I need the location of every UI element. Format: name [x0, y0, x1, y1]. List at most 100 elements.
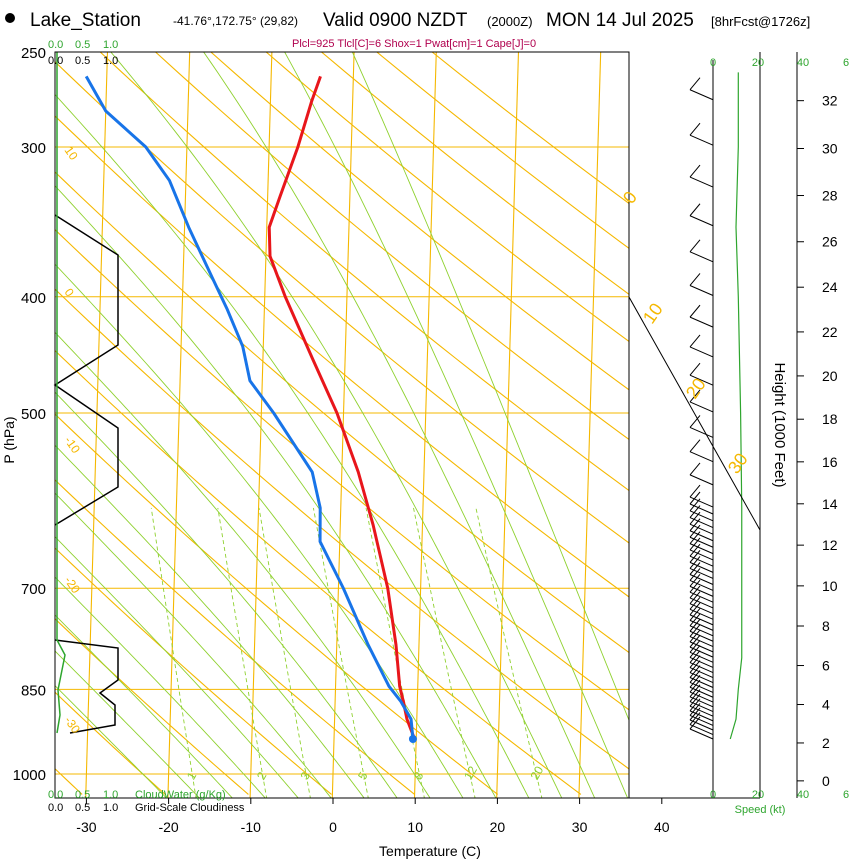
wind-tick-label: 0: [710, 789, 716, 801]
wind-barb-flag: [689, 634, 701, 648]
wind-barb: [689, 451, 714, 463]
height-tick-label: 8: [822, 618, 830, 634]
wind-tick-label: 20: [752, 789, 764, 801]
station-coords: -41.76°,172.75° (29,82): [173, 14, 299, 28]
wind-barb-flag: [689, 618, 701, 632]
wind-tick-label: 0: [710, 57, 716, 69]
wind-barb-flag: [689, 562, 701, 575]
dry-adiabat: [265, 52, 629, 343]
moist-adiabat: [55, 650, 201, 798]
pressure-tick-label: 1000: [13, 767, 46, 784]
isotherm-line: [331, 52, 355, 798]
cloud-water-profile: [56, 52, 66, 734]
height-tick-label: 4: [822, 697, 830, 713]
wind-barb-flag: [689, 574, 701, 587]
isotherm-line: [85, 52, 109, 798]
wind-barb: [689, 523, 714, 535]
wind-tick-label: 6: [843, 789, 849, 801]
wind-barb-flag: [689, 334, 701, 348]
moist-adiabat: [55, 93, 530, 798]
cloud-tick-label: 1.0: [103, 789, 118, 801]
wind-barb-flag: [689, 484, 701, 498]
height-tick-label: 20: [822, 368, 838, 384]
wind-barb-flag: [689, 362, 701, 376]
wind-barb-flag: [689, 613, 701, 627]
isotherm-line: [249, 52, 273, 798]
mixing-ratio-line: [217, 507, 268, 798]
wind-barb-flag: [689, 579, 701, 593]
wind-barb: [689, 496, 714, 508]
y-axis-label: P (hPa): [1, 416, 17, 463]
wind-tick-label: 20: [752, 57, 764, 69]
wind-tick-label: 40: [797, 789, 809, 801]
dry-adiabat-label: -30: [62, 714, 84, 737]
wind-barb-flag: [689, 550, 701, 563]
wind-barb-flag: [689, 543, 701, 557]
height-tick-label: 6: [822, 658, 830, 674]
height-tick-label: 18: [822, 411, 838, 427]
moist-adiabat: [351, 52, 629, 722]
wind-barb-flag: [689, 122, 701, 136]
moist-adiabat: [55, 331, 431, 798]
cloudiness-label: Grid-Scale Cloudiness: [135, 802, 245, 814]
x-tick-label: 0: [329, 819, 337, 835]
moist-adiabat: [55, 444, 365, 798]
wind-barb: [689, 603, 714, 615]
wind-barb-flag: [689, 537, 701, 551]
wind-barb: [689, 510, 714, 522]
wind-barb: [689, 549, 714, 561]
wind-barb: [689, 672, 714, 684]
wind-barb: [689, 543, 714, 555]
wind-barb: [689, 517, 714, 529]
header: Lake_Station -41.76°,172.75° (29,82) Val…: [0, 0, 850, 38]
wind-barb-flag: [689, 77, 701, 91]
frame-layer: [54, 51, 804, 804]
wind-barb: [689, 691, 714, 703]
cloud-tick-label: 0.0: [48, 789, 63, 801]
wind-barb-flag: [689, 304, 701, 318]
dry-adiabat: [55, 691, 166, 795]
wind-barb: [689, 724, 714, 735]
isotherm-line: [167, 52, 191, 798]
mixing-ratio-label: 12: [461, 763, 480, 782]
moist-adiabat: [203, 52, 596, 798]
grid-clip: [55, 31, 683, 800]
pressure-tick-label: 300: [21, 140, 46, 157]
wind-barb: [689, 374, 714, 386]
wind-barb-flag: [689, 239, 701, 253]
isotherm-line: [661, 31, 683, 800]
wind-barb: [689, 251, 714, 263]
wind-barb-flag: [689, 608, 701, 621]
x-tick-label: 30: [572, 819, 588, 835]
dry-adiabat: [55, 228, 629, 711]
dry-adiabat: [99, 52, 629, 492]
height-tick-label: 0: [822, 773, 830, 789]
cloud-tick-label: 0.5: [75, 39, 90, 51]
wind-barb-flag: [689, 491, 701, 505]
wind-barb: [689, 705, 714, 717]
cloud-tick-label: 1.0: [103, 55, 118, 67]
wind-barb-flag: [689, 670, 701, 683]
wind-barb: [689, 641, 714, 653]
mixing-ratio-line: [258, 507, 311, 798]
pressure-tick-label: 850: [21, 682, 46, 699]
wind-barb: [689, 686, 714, 698]
dry-adiabat: [320, 52, 629, 296]
wind-barb-flag: [689, 629, 701, 643]
wind-barb: [689, 536, 714, 548]
x-axis-label: Temperature (C): [379, 843, 481, 859]
forecast-label: [8hrFcst@1726z]: [711, 14, 811, 29]
wind-barb-flag: [689, 645, 701, 658]
dry-adiabat: [55, 288, 629, 770]
mixing-ratio-line: [475, 507, 543, 798]
wind-barb: [689, 625, 714, 637]
wind-barb: [689, 585, 714, 597]
wind-barb-flag: [689, 679, 701, 693]
wind-barb: [689, 591, 714, 603]
height-tick-label: 12: [822, 537, 838, 553]
dewpoint-trace: [84, 75, 415, 740]
plot-frame: [54, 51, 630, 799]
wind-barb: [689, 555, 714, 567]
cloud-tick-label: 0.5: [75, 789, 90, 801]
